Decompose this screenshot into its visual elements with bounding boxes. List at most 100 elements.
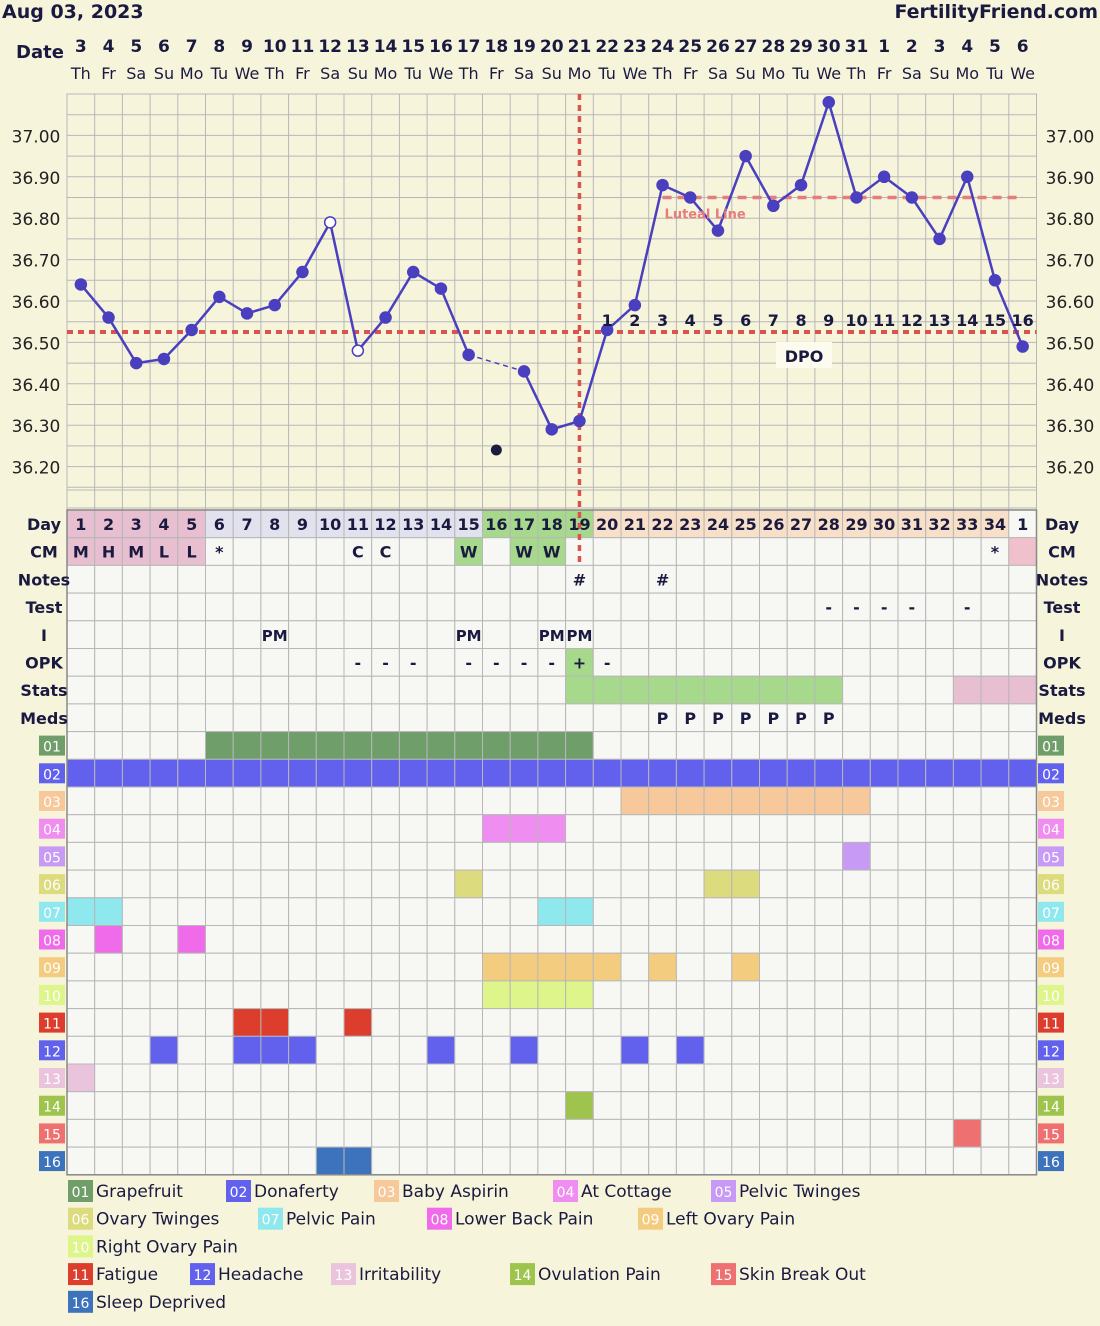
symptom-mark [509, 758, 539, 788]
cell-stats [703, 675, 733, 705]
cell-meds [897, 703, 927, 733]
cell-stats [786, 675, 816, 705]
cell-test [814, 592, 844, 622]
symptom-cell [232, 814, 262, 843]
temperature-point [905, 191, 919, 204]
legend-chip [510, 1263, 535, 1286]
cell-stats [66, 675, 96, 705]
cell-text-notes: # [573, 570, 586, 589]
cell-stats [398, 675, 428, 705]
cell-text-day: 2 [103, 515, 114, 534]
symptom-mark [260, 758, 290, 788]
symptom-mark [537, 980, 567, 1010]
symptom-mark [592, 952, 622, 982]
cell-text-opk: - [410, 654, 417, 673]
symptom-cell [537, 1091, 567, 1120]
dpo-number: 4 [685, 311, 696, 330]
chart-labels: 37.00 37.00 36.90 36.90 36.80 36.80 36.70 36.70… [12, 37, 1095, 1171]
cell-stats [315, 675, 345, 705]
symptom-cell [897, 1146, 927, 1176]
cell-intercourse [94, 620, 123, 649]
symptom-mark [426, 1035, 456, 1065]
symptom-cell [371, 1146, 400, 1176]
cell-test [1008, 592, 1037, 622]
cell-cm [398, 537, 428, 566]
date-tick: 11 [291, 37, 315, 57]
symptom-cell [620, 897, 650, 926]
symptom-mark [426, 758, 456, 788]
symptom-cell [426, 841, 456, 871]
symptom-cell [980, 731, 1010, 760]
symptom-cell [759, 841, 788, 871]
cell-text-day: 32 [928, 515, 950, 534]
symptom-mark [952, 1118, 982, 1148]
symptom-cell [343, 1035, 373, 1065]
dpo-label-box [776, 342, 832, 368]
cell-stats [149, 675, 179, 705]
cell-text-day: 23 [679, 515, 701, 534]
symptom-mark [426, 731, 456, 760]
cell-cm [1008, 537, 1037, 566]
symptom-number-chip-left [39, 874, 65, 895]
symptom-number-left: 07 [43, 906, 61, 922]
symptom-mark [565, 758, 594, 788]
symptom-cell [66, 925, 96, 954]
symptom-cell [66, 1091, 96, 1120]
symptom-cell [66, 786, 96, 816]
symptom-cell [1008, 925, 1037, 954]
symptom-cell [842, 1008, 871, 1037]
cell-cm [897, 537, 927, 566]
symptom-number-chip-right [1038, 957, 1064, 978]
cell-meds [315, 703, 345, 733]
symptom-cell [675, 814, 705, 843]
date-tick: 22 [595, 37, 619, 57]
symptom-cell [94, 814, 123, 843]
symptom-cell [731, 1035, 760, 1065]
cell-test [482, 592, 511, 622]
symptom-number-chip-right [1038, 984, 1064, 1005]
legend-number: 07 [262, 1213, 280, 1229]
symptom-mark [371, 731, 400, 760]
date-tick: 5 [989, 37, 1001, 57]
legend-number: 05 [715, 1185, 733, 1201]
date-tick: 25 [678, 37, 702, 57]
symptom-cell [703, 952, 733, 982]
luteal-line-label: Luteal Line [665, 208, 746, 223]
y-tick-label-right: 36.30 [1046, 417, 1095, 437]
symptom-cell [1008, 1091, 1037, 1120]
cell-stats [482, 675, 511, 705]
symptom-cell [121, 980, 151, 1010]
symptom-cell [869, 925, 899, 954]
cell-text-day: 22 [651, 515, 673, 534]
symptom-cell [897, 1118, 927, 1148]
cell-intercourse [565, 620, 594, 649]
symptom-mark [149, 1035, 179, 1065]
cell-day [620, 509, 650, 539]
weekday-tick: Sa [126, 64, 146, 83]
symptom-mark [786, 786, 816, 816]
legend-number: 12 [194, 1268, 212, 1284]
symptom-cell [509, 925, 539, 954]
cell-meds [565, 703, 594, 733]
symptom-mark [315, 1146, 345, 1176]
symptom-cell [315, 1063, 345, 1093]
cell-text-day: 1 [1017, 515, 1028, 534]
symptom-cell [343, 841, 373, 871]
symptom-cell [675, 1008, 705, 1037]
symptom-cell [482, 869, 511, 899]
symptom-cell [177, 897, 207, 926]
weekday-tick: Sa [514, 64, 534, 83]
reference-lines [67, 94, 1037, 566]
symptom-cell [952, 1063, 982, 1093]
symptom-cell [925, 1008, 954, 1037]
symptom-cell [232, 1118, 262, 1148]
symptom-mark [454, 758, 483, 788]
symptom-cell [620, 980, 650, 1010]
cell-notes [925, 564, 954, 594]
symptom-cell [648, 897, 677, 926]
symptom-mark [565, 731, 594, 760]
cell-stats [980, 675, 1010, 705]
symptom-cell [260, 1146, 290, 1176]
symptom-cell [592, 925, 622, 954]
cell-opk [94, 648, 123, 677]
